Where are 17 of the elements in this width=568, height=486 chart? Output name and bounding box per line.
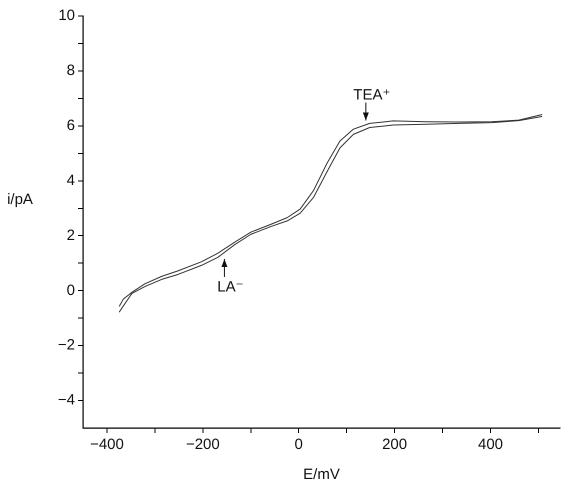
y-tick-label: −4	[58, 392, 75, 409]
y-tick-label: 2	[66, 226, 75, 244]
x-tick-label: 0	[294, 436, 303, 454]
y-axis-title: i/pA	[7, 191, 33, 208]
annotation: LA⁻	[217, 278, 244, 296]
y-tick-label: 0	[66, 282, 75, 299]
x-tick-label: 200	[382, 436, 408, 454]
x-tick-label: −400	[90, 436, 124, 454]
x-axis-title: E/mV	[303, 466, 340, 483]
x-tick-label: 400	[478, 436, 504, 454]
y-tick-label: 10	[58, 7, 75, 24]
x-tick-label: −200	[186, 436, 220, 454]
y-tick-label: −2	[58, 336, 75, 354]
y-tick-label: 8	[66, 62, 75, 80]
y-tick-label: 4	[66, 172, 75, 189]
y-tick-label: 6	[66, 117, 75, 134]
annotation: TEA⁺	[353, 86, 390, 104]
